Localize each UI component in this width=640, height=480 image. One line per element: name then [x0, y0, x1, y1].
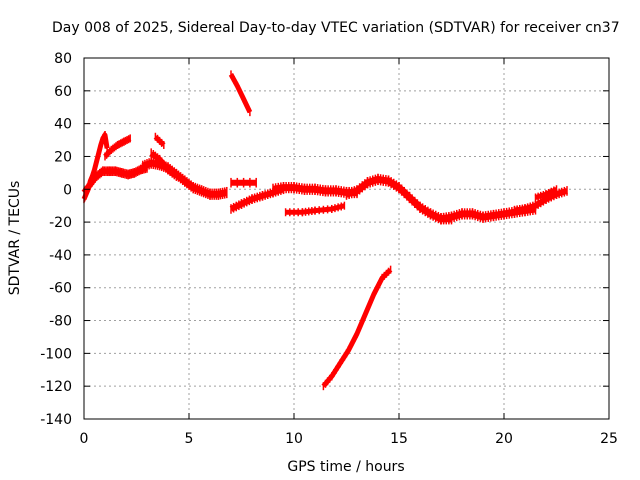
series-short-upper-dash [230, 177, 257, 188]
series-late-rise [513, 186, 568, 216]
y-axis-title: SDTVAR / TECUs [7, 181, 23, 296]
series-main-arc-1 [141, 157, 228, 200]
y-tick-label: 60 [54, 84, 72, 100]
plot-frame [83, 57, 610, 420]
y-tick-label: -100 [40, 346, 72, 362]
x-tick-label: 20 [495, 431, 513, 447]
x-tick-label: 10 [285, 431, 303, 447]
series-main-arc-2 [149, 148, 179, 181]
x-tick-label: 25 [600, 431, 618, 447]
series-hump-14h [345, 173, 453, 225]
series-layer [81, 70, 568, 391]
ticks-layer: 0 5 10 15 20 25 -140 -120 -100 -80 -60 -40 -20 0 20 40 6… [40, 51, 618, 447]
series-steep-rise-11h [321, 265, 393, 391]
x-axis-title: GPS time / hours [287, 459, 404, 475]
series-late-rise-upper [534, 185, 558, 202]
series-low-dash [284, 201, 346, 217]
y-tick-label: -80 [49, 314, 72, 330]
series-steep-drop-7h [228, 70, 253, 117]
x-tick-label: 15 [390, 431, 408, 447]
series-line [321, 267, 393, 388]
series-middle-band [272, 182, 358, 199]
y-tick-label: -60 [49, 281, 72, 297]
x-tick-label: 0 [80, 431, 89, 447]
y-tick-label: -140 [40, 412, 72, 428]
y-tick-label: -40 [49, 248, 72, 264]
y-tick-label: 0 [63, 182, 72, 198]
chart-title: Day 008 of 2025, Sidereal Day-to-day VTE… [52, 20, 620, 36]
x-tick-label: 5 [185, 431, 194, 447]
series-small-fragment [153, 132, 166, 149]
y-tick-label: -20 [49, 215, 72, 231]
y-tick-label: 40 [54, 117, 72, 133]
grid-layer [84, 58, 609, 419]
y-tick-label: 20 [54, 149, 72, 165]
y-tick-label: 80 [54, 51, 72, 67]
series-early-lower-band [81, 163, 148, 198]
y-tick-label: -120 [40, 379, 72, 395]
series-late-band [440, 203, 537, 225]
series-early-upper-arc [103, 134, 132, 161]
